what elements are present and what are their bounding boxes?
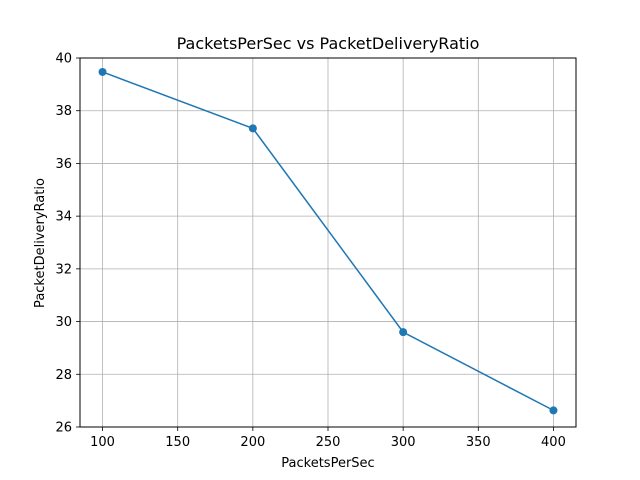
grid-lines <box>80 57 576 428</box>
x-tick-label: 250 <box>316 435 341 450</box>
y-tick-label: 36 <box>55 157 72 172</box>
x-tick-label: 200 <box>240 435 265 450</box>
x-tick-label: 300 <box>391 435 416 450</box>
data-point <box>399 328 408 337</box>
x-axis-ticks: 100 150 200 250 300 350 400 <box>90 427 566 450</box>
y-tick-label: 32 <box>55 262 72 277</box>
y-tick-label: 40 <box>55 52 72 67</box>
y-tick-label: 30 <box>55 315 72 330</box>
series-line <box>102 71 554 412</box>
y-axis-ticks: 26 28 30 32 34 36 38 40 <box>55 52 80 436</box>
y-axis-label: PacketDeliveryRatio <box>33 178 48 308</box>
data-point <box>98 67 107 76</box>
chart-title: PacketsPerSec vs PacketDeliveryRatio <box>177 34 480 53</box>
x-tick-label: 400 <box>541 435 566 450</box>
x-tick-label: 350 <box>466 435 491 450</box>
data-point <box>248 124 257 133</box>
y-tick-label: 38 <box>55 104 72 119</box>
x-tick-label: 100 <box>90 435 115 450</box>
x-axis-label: PacketsPerSec <box>281 456 374 471</box>
y-tick-label: 26 <box>55 421 72 436</box>
data-point <box>549 406 558 415</box>
x-tick-label: 150 <box>165 435 190 450</box>
y-tick-label: 34 <box>55 210 72 225</box>
y-tick-label: 28 <box>55 368 72 383</box>
plot-area <box>98 67 558 415</box>
